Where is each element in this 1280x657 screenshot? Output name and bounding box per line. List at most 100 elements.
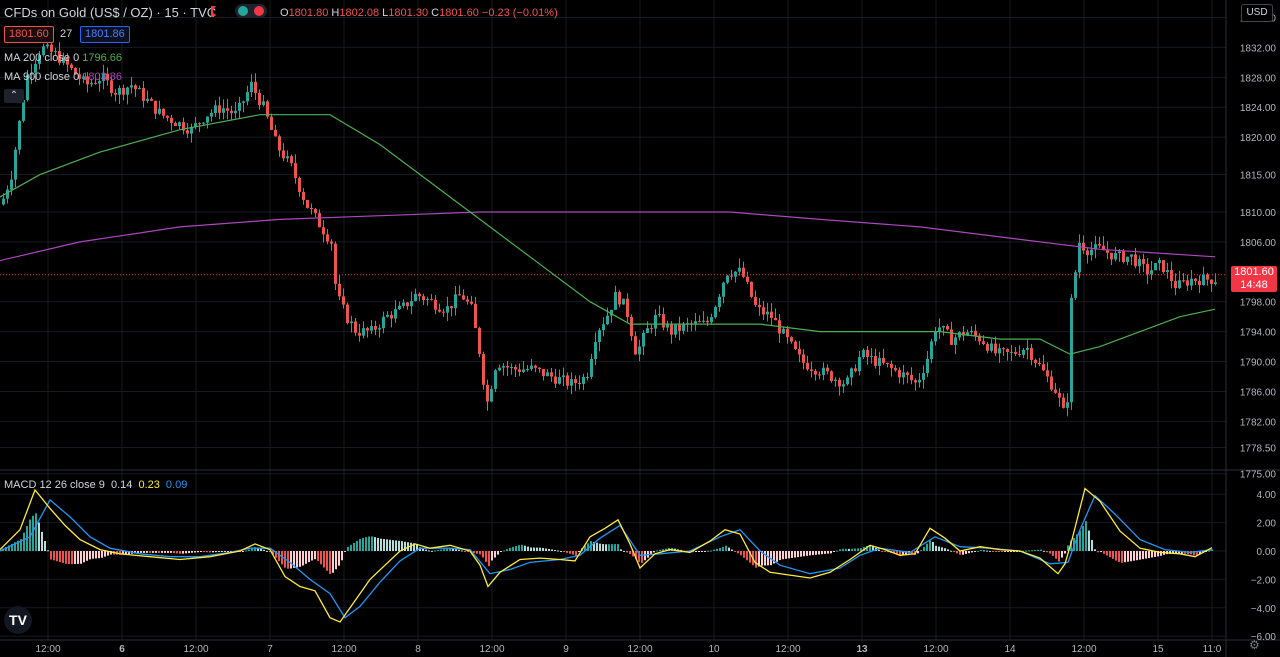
- candle-body: [270, 116, 273, 130]
- macd-histogram-bar: [299, 551, 301, 567]
- candle-body: [190, 126, 193, 134]
- macd-histogram-bar: [386, 539, 388, 551]
- macd-histogram-bar: [143, 551, 145, 553]
- macd-histogram-bar: [1007, 551, 1009, 552]
- macd-hist-value: 0.14: [110, 479, 133, 491]
- macd-histogram-bar: [107, 551, 109, 556]
- macd-histogram-bar: [140, 551, 142, 553]
- last-price-value: 1801.60: [1234, 266, 1274, 278]
- candle-body: [318, 213, 321, 228]
- macd-histogram-bar: [1115, 551, 1117, 561]
- candle-body: [954, 337, 957, 345]
- candle-body: [530, 365, 533, 370]
- candle-body: [170, 117, 173, 123]
- time-axis-tick: 12:00: [1071, 644, 1096, 655]
- macd-histogram-bar: [536, 547, 538, 551]
- candle-body: [626, 298, 629, 317]
- macd-histogram-bar: [398, 540, 400, 551]
- candle-body: [642, 332, 645, 347]
- macd-histogram-bar: [518, 545, 520, 551]
- sell-price-button[interactable]: 1801.60: [4, 26, 54, 43]
- candle-body: [1158, 260, 1161, 264]
- candle-body: [426, 298, 429, 301]
- candle-body: [578, 383, 581, 385]
- macd-histogram-bar: [77, 551, 79, 564]
- macd-histogram-bar: [587, 543, 589, 551]
- candle-body: [142, 88, 145, 101]
- candle-body: [38, 55, 41, 64]
- macd-histogram-bar: [644, 551, 646, 561]
- time-axis-tick: 7: [267, 644, 273, 655]
- candle-body: [1134, 254, 1137, 267]
- macd-legend[interactable]: MACD 12 26 close 9 0.14 0.23 0.09: [4, 479, 187, 491]
- macd-histogram-bar: [191, 551, 193, 553]
- macd-histogram-bar: [962, 551, 964, 555]
- candle-body: [978, 335, 981, 342]
- symbol-status-pill[interactable]: [235, 4, 267, 18]
- macd-histogram-bar: [266, 550, 268, 552]
- candle-body: [434, 299, 437, 310]
- candle-body: [410, 301, 413, 307]
- macd-histogram-bar: [149, 551, 151, 553]
- candle-body: [470, 301, 473, 304]
- macd-histogram-bar: [935, 545, 937, 551]
- time-axis-tick: 6: [119, 644, 125, 655]
- price-axis-tick: 1810.00: [1240, 208, 1277, 219]
- symbol-title[interactable]: CFDs on Gold (US$ / OZ) · 15 · TVC: [4, 5, 217, 20]
- time-axis-tick: 12:00: [35, 644, 60, 655]
- candle-body: [722, 282, 725, 297]
- macd-histogram-bar: [311, 551, 313, 561]
- candle-body: [394, 309, 397, 319]
- chevron-up-icon[interactable]: ⌃: [4, 89, 24, 103]
- macd-histogram-bar: [821, 551, 823, 555]
- macd-histogram-bar: [956, 551, 958, 554]
- candle-body: [1062, 397, 1065, 408]
- macd-histogram-bar: [92, 551, 94, 559]
- tradingview-logo[interactable]: TV: [4, 606, 32, 634]
- macd-histogram-bar: [614, 544, 616, 551]
- candle-body: [710, 317, 713, 323]
- candle-body: [646, 328, 649, 333]
- macd-histogram-bar: [200, 551, 202, 552]
- candle-body: [1122, 251, 1125, 262]
- candle-body: [206, 116, 209, 123]
- macd-histogram-bar: [17, 540, 19, 551]
- buy-price-button[interactable]: 1801.86: [80, 26, 130, 43]
- ohlc-values: O1801.80 H1802.08 L1801.30 C1801.60 −0.2…: [280, 7, 558, 19]
- macd-histogram-bar: [464, 551, 466, 552]
- price-axis-tick: 1828.00: [1240, 73, 1277, 84]
- macd-histogram-bar: [1157, 551, 1159, 557]
- time-axis-tick: 13: [856, 644, 868, 655]
- candle-body: [886, 362, 889, 364]
- candle-body: [422, 296, 425, 301]
- macd-histogram-bar: [731, 549, 733, 551]
- currency-selector[interactable]: USD: [1241, 4, 1273, 22]
- macd-histogram-bar: [494, 551, 496, 558]
- macd-histogram-bar: [584, 545, 586, 551]
- candle-body: [1066, 402, 1069, 408]
- candle-body: [570, 379, 573, 386]
- ma200-legend[interactable]: MA 200 close 0 1796.66: [4, 52, 122, 64]
- macd-histogram-bar: [1181, 551, 1183, 554]
- candle-body: [726, 275, 729, 283]
- macd-histogram-bar: [704, 551, 706, 552]
- macd-histogram-bar: [209, 551, 211, 553]
- macd-histogram-bar: [599, 543, 601, 551]
- candle-body: [846, 377, 849, 385]
- ma900-line: [0, 211, 1216, 262]
- gear-icon[interactable]: ⚙: [1249, 638, 1260, 652]
- time-axis-tick: 11:0: [1203, 644, 1222, 655]
- time-axis-tick: 12:00: [923, 644, 948, 655]
- candle-body: [306, 199, 309, 208]
- candle-body: [938, 327, 941, 332]
- candle-body: [6, 189, 9, 199]
- candle-body: [18, 120, 21, 150]
- candle-body: [158, 108, 161, 114]
- candle-body: [54, 51, 57, 53]
- ma900-legend[interactable]: MA 900 close 0 1803.86: [4, 71, 122, 83]
- macd-histogram-bar: [605, 544, 607, 551]
- macd-histogram-bar: [896, 551, 898, 555]
- macd-signal-value: 0.09: [165, 479, 188, 491]
- macd-histogram-bar: [227, 551, 229, 552]
